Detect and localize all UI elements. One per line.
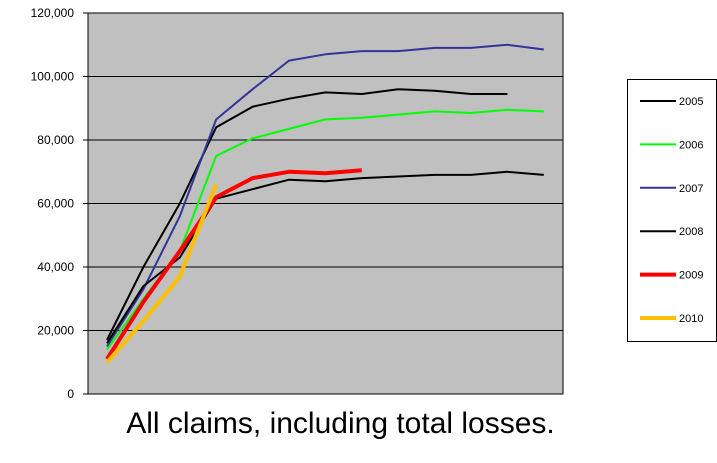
series-lines — [105, 43, 544, 364]
y-tick-label: 60,000 — [37, 197, 74, 211]
legend-label-2007: 2007 — [679, 183, 703, 195]
series-line-2008 — [106, 170, 544, 344]
y-tick-label: 80,000 — [37, 133, 74, 147]
y-tick-label: 40,000 — [37, 260, 74, 274]
legend-box — [627, 79, 717, 342]
legend-label-2010: 2010 — [679, 313, 703, 325]
series-line-2010 — [105, 183, 219, 364]
line-chart: 020,00040,00060,00080,000100,000120,000 … — [31, 6, 717, 400]
y-tick-label: 100,000 — [31, 70, 75, 84]
series-line-2009 — [105, 168, 362, 361]
legend-label-2005: 2005 — [679, 96, 703, 108]
legend-label-2009: 2009 — [679, 270, 703, 282]
series-line-2005 — [106, 88, 508, 341]
legend: 2005 2006 2007 2008 2009 2010 — [627, 79, 717, 342]
y-axis-tick-labels: 0 20,000 40,000 60,000 80,000 100,000 120,000 — [31, 6, 75, 400]
chart-caption: All claims, including total losses. — [0, 407, 717, 441]
plot-border — [87, 12, 564, 395]
y-tick-label: 120,000 — [31, 6, 75, 20]
legend-label-2008: 2008 — [679, 226, 703, 238]
series-line-2007 — [106, 43, 544, 347]
caption-text: All claims, including total losses. — [126, 407, 555, 440]
legend-label-2006: 2006 — [679, 139, 703, 151]
y-tick-label: 0 — [67, 387, 74, 400]
axes — [87, 12, 564, 395]
y-tick-label: 20,000 — [37, 324, 74, 338]
